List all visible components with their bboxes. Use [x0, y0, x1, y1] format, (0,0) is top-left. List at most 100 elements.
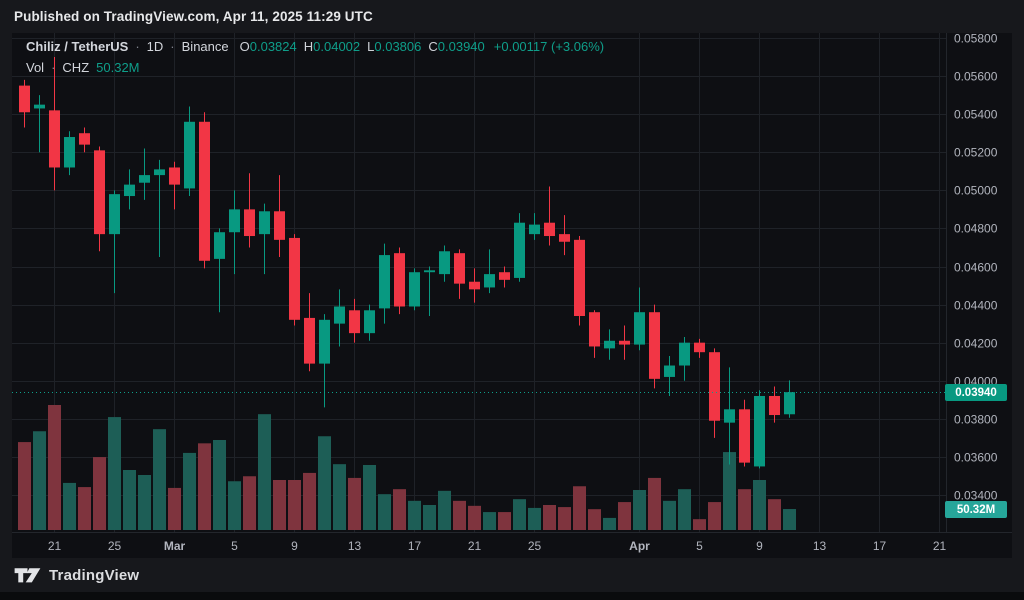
candle[interactable] — [784, 392, 795, 415]
candle[interactable] — [634, 312, 645, 345]
candle[interactable] — [544, 222, 555, 237]
candle[interactable] — [754, 395, 765, 467]
volume-bar — [78, 487, 91, 530]
candle[interactable] — [364, 310, 375, 334]
candle[interactable] — [514, 222, 525, 278]
candle[interactable] — [349, 310, 360, 334]
candle[interactable] — [49, 110, 60, 168]
volume-bar — [738, 489, 751, 530]
time-axis-label: 25 — [528, 539, 542, 553]
tradingview-logo-icon[interactable] — [14, 567, 41, 583]
candle[interactable] — [229, 209, 240, 233]
candle[interactable] — [154, 169, 165, 176]
exchange-label: Binance — [181, 39, 229, 54]
candle[interactable] — [379, 255, 390, 309]
volume-bar — [318, 436, 331, 530]
legend-separator: · — [51, 60, 56, 75]
volume-bar — [468, 505, 481, 530]
candle[interactable] — [589, 312, 600, 347]
volume-label: Vol — [26, 60, 45, 75]
candle[interactable] — [679, 342, 690, 366]
candle[interactable] — [739, 409, 750, 463]
candle[interactable] — [79, 133, 90, 145]
chart-region[interactable]: 0.05800 0.05600 0.05400 0.05200 0.05000 0.048… — [12, 33, 1012, 558]
legend-separator: · — [135, 39, 140, 54]
candle[interactable] — [694, 342, 705, 353]
tradingview-wordmark[interactable]: TradingView — [49, 566, 140, 584]
candle[interactable] — [604, 340, 615, 349]
candle[interactable] — [169, 167, 180, 185]
volume-legend[interactable]: Vol · CHZ 50.32M — [26, 60, 140, 75]
candle[interactable] — [649, 312, 660, 379]
volume-bar — [348, 477, 361, 530]
close-value: 0.03940 — [437, 39, 485, 54]
candle[interactable] — [259, 211, 270, 235]
candle[interactable] — [124, 184, 135, 197]
candle[interactable] — [64, 137, 75, 168]
symbol-name: Chiliz / TetherUS — [26, 39, 129, 54]
candle[interactable] — [619, 340, 630, 345]
volume-value: 50.32M — [96, 60, 140, 75]
candle[interactable] — [94, 150, 105, 235]
low-label: L — [367, 39, 375, 54]
close-label: C — [428, 39, 438, 54]
volume-bar — [303, 472, 316, 530]
price-axis-label: 0.05000 — [954, 184, 998, 198]
time-axis-label: 5 — [696, 539, 703, 553]
candle[interactable] — [484, 274, 495, 288]
candle[interactable] — [574, 239, 585, 317]
volume-unit: CHZ — [62, 60, 90, 75]
candle[interactable] — [559, 234, 570, 242]
candle[interactable] — [19, 85, 30, 113]
legend-separator: · — [170, 39, 175, 54]
candle[interactable] — [304, 317, 315, 364]
candle[interactable] — [214, 232, 225, 259]
volume-bar — [243, 476, 256, 530]
candle[interactable] — [424, 270, 435, 273]
candle[interactable] — [409, 272, 420, 307]
price-axis-label: 0.05800 — [954, 33, 998, 46]
volume-bar — [513, 499, 526, 530]
candle[interactable] — [274, 211, 285, 240]
price-axis-label: 0.04800 — [954, 222, 998, 236]
candle[interactable] — [34, 104, 45, 109]
candle[interactable] — [289, 237, 300, 320]
volume-bar — [183, 452, 196, 530]
volume-bar — [588, 509, 601, 530]
volume-bar — [438, 490, 451, 530]
candle[interactable] — [334, 306, 345, 324]
volume-bar — [663, 500, 676, 530]
candle[interactable] — [529, 224, 540, 235]
candle[interactable] — [199, 121, 210, 261]
candle[interactable] — [394, 253, 405, 307]
time-axis-label: Mar — [164, 539, 186, 553]
volume-bar — [258, 414, 271, 530]
candle[interactable] — [709, 352, 720, 421]
footer-bar: TradingView — [0, 558, 1024, 592]
candle[interactable] — [439, 251, 450, 275]
volume-bar — [648, 477, 661, 530]
candle[interactable] — [499, 272, 510, 280]
volume-bar — [633, 490, 646, 530]
volume-bar — [543, 505, 556, 530]
volume-bar — [693, 519, 706, 530]
candle[interactable] — [664, 365, 675, 377]
volume-bar — [33, 431, 46, 530]
candlestick-chart[interactable]: 0.05800 0.05600 0.05400 0.05200 0.05000 0.048… — [12, 33, 1012, 558]
candle[interactable] — [724, 409, 735, 423]
candle[interactable] — [469, 281, 480, 290]
time-axis-label: 5 — [231, 539, 238, 553]
candle[interactable] — [244, 209, 255, 237]
candle[interactable] — [769, 395, 780, 416]
symbol-legend[interactable]: Chiliz / TetherUS · 1D · Binance O0.0382… — [26, 39, 604, 54]
candle[interactable] — [139, 175, 150, 183]
candle[interactable] — [319, 319, 330, 364]
candle[interactable] — [454, 253, 465, 284]
volume-bar — [678, 489, 691, 530]
candle[interactable] — [184, 121, 195, 189]
time-axis-label: 17 — [873, 539, 887, 553]
volume-bar — [528, 507, 541, 530]
candle[interactable] — [109, 194, 120, 235]
volume-bar — [138, 475, 151, 530]
